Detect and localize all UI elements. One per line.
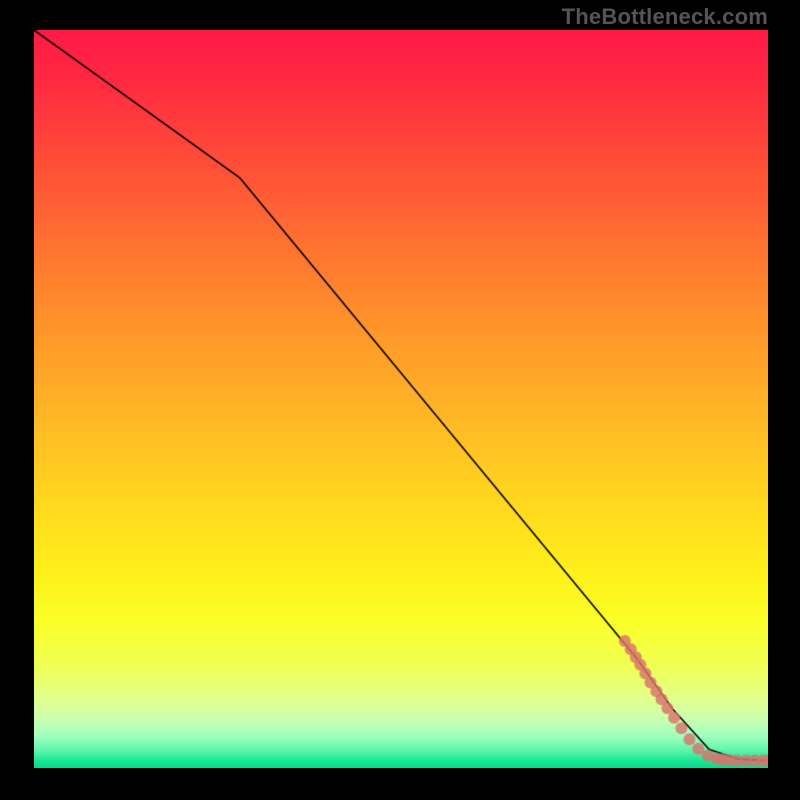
chart-overlay <box>34 30 768 768</box>
chart-root: TheBottleneck.com <box>0 0 800 800</box>
watermark-text: TheBottleneck.com <box>562 4 768 30</box>
